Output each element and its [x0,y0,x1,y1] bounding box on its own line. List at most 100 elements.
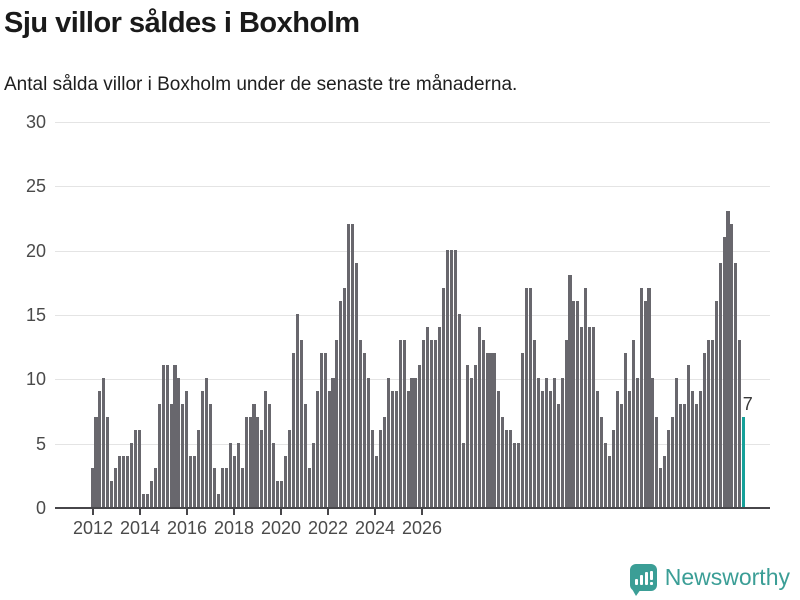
x-axis-line [55,507,770,509]
bar [453,249,457,507]
bar [544,378,548,507]
bar [690,391,694,507]
bar [671,416,675,507]
bar [165,365,169,507]
last-value-label: 7 [742,393,753,414]
bar [181,404,185,507]
x-axis-tick [374,509,376,515]
bar [122,455,126,507]
x-axis-label: 2024 [354,518,396,538]
bar [339,301,343,507]
newsworthy-logo: Newsworthy [629,564,790,596]
bar [209,404,213,507]
bar [398,339,402,507]
bar [303,404,307,507]
bar [639,288,643,507]
bar [532,339,536,507]
bar [130,442,134,507]
y-axis-label: 25 [25,176,46,197]
bar [252,404,256,507]
bar [291,352,296,507]
bar [493,352,497,507]
bar [611,429,615,507]
bar [141,494,145,507]
bar [418,365,422,507]
bar [675,378,679,507]
bar [584,288,588,507]
bar [351,223,355,507]
bar [430,339,434,507]
bar [726,211,730,507]
y-axis-label: 10 [25,369,46,390]
x-axis-tick [233,509,235,515]
bar [694,404,698,507]
bar [722,236,726,507]
bar [635,378,639,507]
bar [177,378,181,507]
bar [521,352,525,507]
bar [481,339,485,507]
bar [710,339,714,507]
bar [600,416,604,507]
bar [572,301,576,507]
logo-mini-bar [639,575,643,585]
logo-mini-bar [644,572,648,585]
bar [627,391,631,507]
bar [564,339,568,507]
bar [374,455,378,507]
bar [367,378,371,507]
bar [517,442,521,507]
y-axis-label: 30 [25,112,46,132]
bar [189,455,193,507]
bar [631,339,635,507]
bar [102,378,106,507]
bar [607,455,612,507]
bar-chart-plot-area: 7 [55,122,770,509]
bar [580,326,584,507]
bar [98,391,102,507]
bar [596,391,600,507]
bar [114,468,118,507]
bar [280,481,284,507]
bar [276,481,280,507]
bar [331,378,335,507]
bar [473,365,477,507]
bar [540,391,544,507]
bar [604,442,608,507]
logo-exclamation-dot [649,582,653,585]
bar [659,468,663,507]
bar [220,468,224,507]
bar [256,416,260,507]
bar [485,352,489,507]
bar [284,455,288,507]
bar [560,378,564,507]
bar [216,494,220,507]
bar [133,429,138,507]
bar [414,378,418,507]
bar [730,223,734,507]
bar [343,288,347,507]
bar [615,391,619,507]
bar [410,378,414,507]
bar [422,339,426,507]
bar [248,416,252,507]
bar [228,442,232,507]
x-axis-tick [92,509,94,515]
bar [272,442,276,507]
bar [686,365,691,507]
newsworthy-logo-icon [629,564,657,596]
bar [201,391,205,507]
bar [489,352,493,507]
bar [501,416,505,507]
bar [505,429,509,507]
bar [525,288,529,507]
bar [592,326,596,507]
bar [509,429,513,507]
bar [327,391,331,507]
bar [679,404,683,507]
bar [319,352,323,507]
bar [126,455,130,507]
y-axis-label: 20 [25,240,46,261]
gridline-y20 [55,250,770,252]
bar [118,455,122,507]
